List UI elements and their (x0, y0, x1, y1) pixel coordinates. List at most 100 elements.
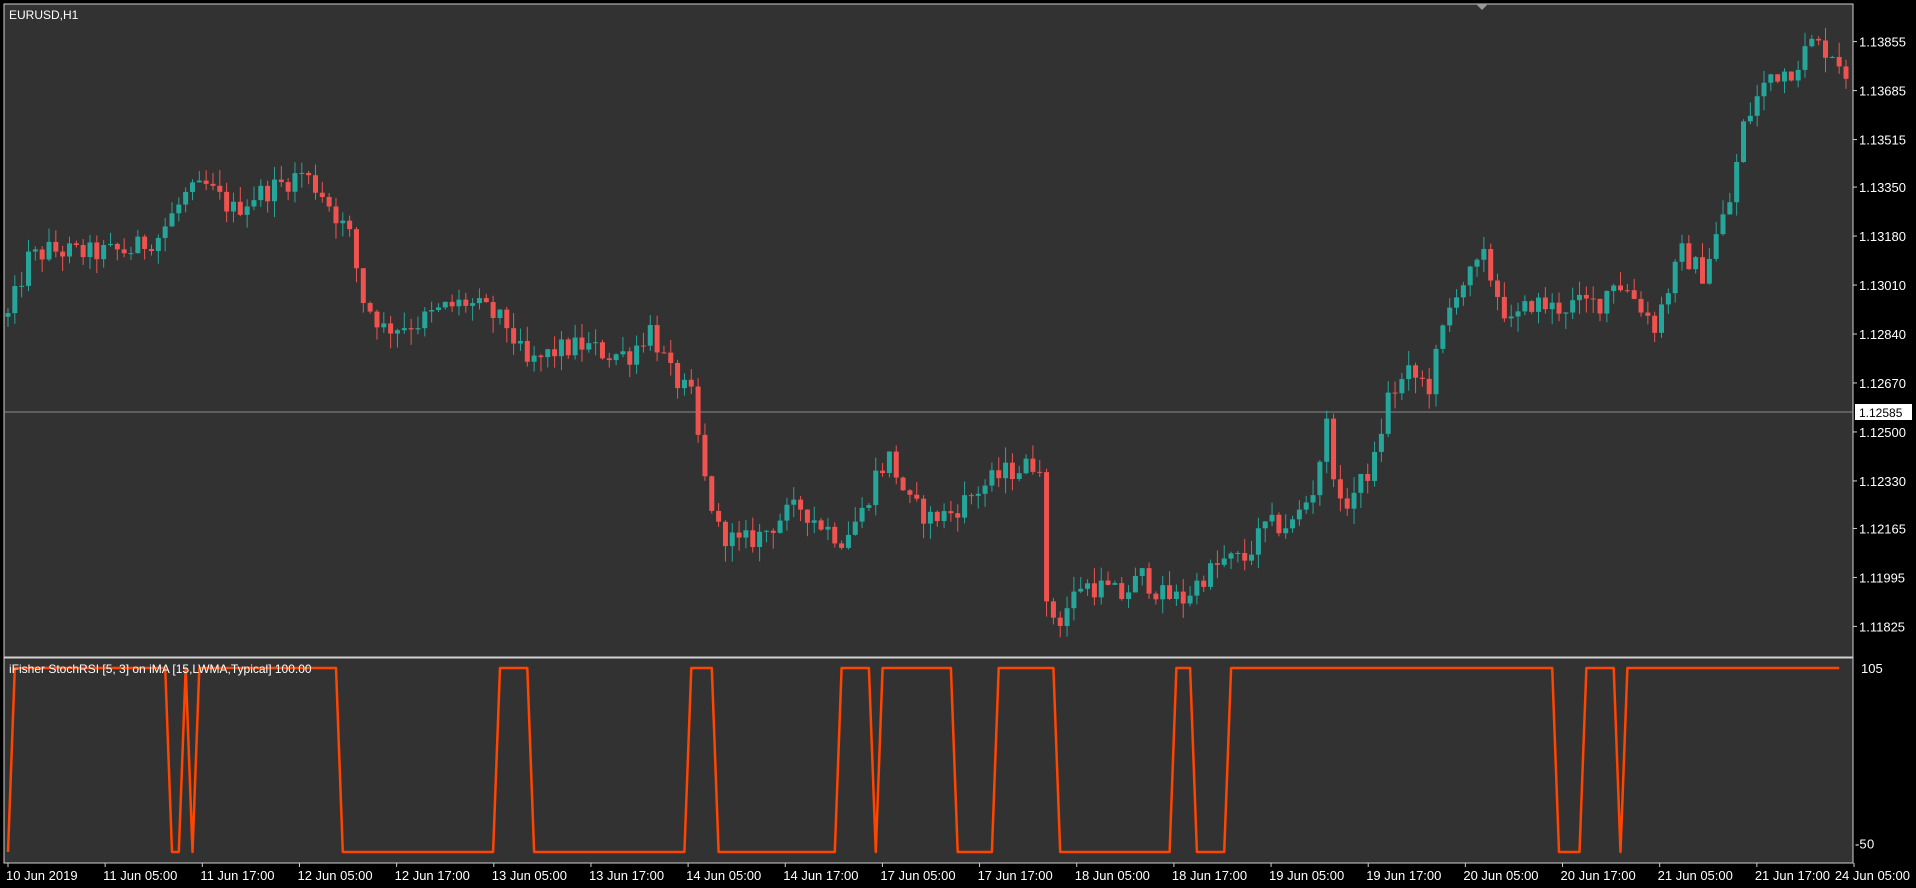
candle[interactable] (968, 492, 974, 505)
candle[interactable] (292, 162, 298, 203)
candle[interactable] (941, 503, 947, 529)
candle[interactable] (975, 486, 981, 509)
candle[interactable] (1317, 459, 1323, 506)
candle[interactable] (1180, 579, 1186, 618)
candle[interactable] (1310, 480, 1316, 514)
candle[interactable] (955, 504, 961, 532)
candle[interactable] (1583, 286, 1589, 313)
candle[interactable] (60, 245, 66, 272)
candle[interactable] (1283, 514, 1289, 539)
candle[interactable] (196, 170, 202, 183)
candle[interactable] (1112, 580, 1118, 585)
candle[interactable] (1467, 265, 1473, 297)
candle[interactable] (374, 309, 380, 340)
candle[interactable] (340, 212, 346, 237)
candle[interactable] (750, 517, 756, 553)
candle[interactable] (1447, 298, 1453, 333)
candle[interactable] (558, 331, 564, 371)
candle[interactable] (1255, 517, 1261, 569)
candle[interactable] (722, 520, 728, 562)
candle[interactable] (1788, 71, 1794, 82)
candle[interactable] (87, 235, 93, 269)
candle[interactable] (169, 202, 175, 227)
candle[interactable] (1624, 284, 1630, 293)
candle[interactable] (1734, 153, 1740, 216)
candle[interactable] (1057, 611, 1063, 638)
candle[interactable] (593, 329, 599, 356)
candle[interactable] (408, 318, 414, 345)
candle[interactable] (1378, 418, 1384, 462)
candle[interactable] (367, 301, 373, 314)
candle[interactable] (1365, 463, 1371, 494)
candle[interactable] (422, 306, 428, 337)
candle[interactable] (982, 479, 988, 507)
price-panel[interactable] (3, 3, 1854, 658)
candle[interactable] (155, 234, 161, 264)
candle[interactable] (654, 315, 660, 362)
candle[interactable] (1700, 243, 1706, 284)
candle[interactable] (326, 193, 332, 212)
candle[interactable] (1713, 221, 1719, 262)
candle[interactable] (456, 289, 462, 316)
candle[interactable] (695, 378, 701, 443)
candle[interactable] (1249, 540, 1255, 566)
candle[interactable] (285, 178, 291, 201)
candle[interactable] (312, 164, 318, 200)
candle[interactable] (1802, 32, 1808, 78)
candle[interactable] (388, 315, 394, 349)
candle[interactable] (1064, 596, 1070, 637)
indicator-panel[interactable] (3, 657, 1854, 864)
candle[interactable] (640, 332, 646, 353)
candle[interactable] (736, 521, 742, 551)
candle[interactable] (39, 246, 45, 272)
candle[interactable] (1235, 550, 1241, 563)
candle[interactable] (647, 315, 653, 351)
candle[interactable] (319, 181, 325, 203)
candle[interactable] (360, 268, 366, 313)
candle[interactable] (1536, 292, 1542, 324)
candle[interactable] (265, 180, 271, 213)
candle[interactable] (1508, 304, 1514, 328)
candle[interactable] (832, 522, 838, 548)
candle[interactable] (914, 481, 920, 502)
candle[interactable] (435, 303, 441, 313)
candle[interactable] (989, 462, 995, 492)
candle[interactable] (1009, 453, 1015, 491)
candle[interactable] (770, 528, 776, 549)
candle[interactable] (1563, 312, 1569, 329)
candle[interactable] (900, 476, 906, 491)
candle[interactable] (333, 197, 339, 239)
candle[interactable] (1823, 27, 1829, 73)
candle[interactable] (818, 517, 824, 531)
candle[interactable] (565, 337, 571, 359)
candle[interactable] (442, 301, 448, 310)
candle[interactable] (1652, 311, 1658, 343)
candle[interactable] (46, 228, 52, 262)
candle[interactable] (948, 500, 954, 522)
candle[interactable] (1706, 248, 1712, 285)
candle[interactable] (449, 294, 455, 313)
candle[interactable] (183, 187, 189, 213)
candle[interactable] (1269, 502, 1275, 527)
candle[interactable] (1529, 299, 1535, 315)
candle[interactable] (1597, 298, 1603, 322)
candle[interactable] (1488, 243, 1494, 287)
candle[interactable] (866, 502, 872, 512)
candle[interactable] (1242, 538, 1248, 571)
candle[interactable] (743, 520, 749, 549)
candle[interactable] (12, 275, 18, 324)
candle[interactable] (1385, 381, 1391, 438)
candle[interactable] (1262, 521, 1268, 543)
candle[interactable] (524, 326, 530, 367)
candle[interactable] (1515, 302, 1521, 332)
candle[interactable] (1331, 413, 1337, 488)
candle[interactable] (1419, 370, 1425, 387)
candle[interactable] (1570, 287, 1576, 320)
candle[interactable] (1556, 292, 1562, 322)
candle[interactable] (210, 172, 216, 191)
candle[interactable] (5, 308, 11, 327)
candle[interactable] (176, 197, 182, 222)
candle[interactable] (1044, 468, 1050, 617)
candle[interactable] (1091, 568, 1097, 606)
candle[interactable] (1413, 362, 1419, 394)
